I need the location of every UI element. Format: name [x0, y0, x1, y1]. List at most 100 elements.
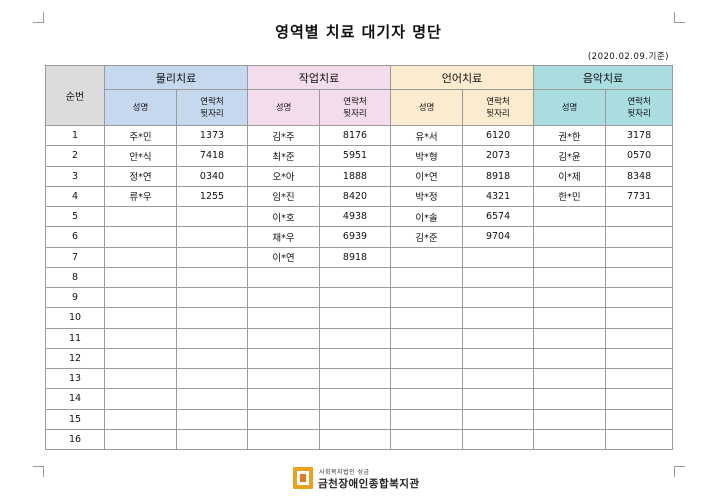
patient-name-cell — [247, 367, 321, 390]
phone-last-digits-cell — [175, 428, 249, 451]
subheader-name: 성명 — [390, 89, 464, 126]
waitlist-table: 순번 물리치료 작업치료 언어치료 음악치료 성명 연락처 뒷자리 성명 연락처 뒷… — [45, 65, 674, 451]
phone-last-digits-cell — [605, 286, 674, 309]
crop-mark-top-left — [33, 12, 44, 23]
phone-last-digits-cell — [605, 205, 674, 228]
table-row: 8 — [45, 266, 674, 289]
patient-name-cell — [104, 226, 177, 248]
patient-name-cell — [247, 266, 321, 289]
table-row: 3 정*연 0340 오*아 1888 이*연 8918 이*제 8348 — [45, 165, 674, 187]
phone-last-digits-cell — [175, 286, 249, 309]
table-row: 7 이*연 8918 — [45, 246, 674, 268]
patient-name-cell — [390, 327, 464, 349]
patient-name-cell: 김*주 — [247, 124, 321, 147]
patient-name-cell — [533, 266, 607, 289]
phone-last-digits-cell — [319, 428, 392, 451]
phone-last-digits-cell — [319, 327, 392, 349]
subheader-row: 성명 연락처 뒷자리 성명 연락처 뒷자리 성명 연락처 뒷자리 성명 연락처 뒷자리 — [46, 89, 674, 126]
phone-last-digits-cell — [319, 347, 392, 370]
phone-last-digits-cell — [462, 388, 535, 410]
patient-name-cell — [104, 388, 177, 410]
phone-last-digits-cell: 1255 — [175, 185, 249, 208]
phone-last-digits-cell — [175, 246, 249, 268]
phone-last-digits-cell: 1888 — [319, 165, 392, 187]
patient-name-cell: 박*형 — [390, 145, 464, 167]
patient-name-cell: 오*아 — [247, 165, 321, 187]
phone-last-digits-cell — [605, 307, 674, 329]
phone-last-digits-cell — [175, 367, 249, 390]
phone-last-digits-cell — [175, 226, 249, 248]
phone-last-digits-cell — [319, 266, 392, 289]
subheader-name: 성명 — [104, 89, 177, 126]
patient-name-cell — [104, 286, 177, 309]
phone-last-digits-cell — [605, 428, 674, 451]
phone-last-digits-cell — [605, 408, 674, 430]
phone-last-digits-cell: 7418 — [175, 145, 249, 167]
logo-organization-name: 금천장애인종합복지관 — [318, 478, 420, 490]
category-header-physical-therapy: 물리치료 — [103, 65, 249, 90]
patient-name-cell — [390, 388, 464, 410]
patient-name-cell: 한*민 — [533, 185, 607, 208]
patient-name-cell: 유*서 — [390, 124, 464, 147]
logo-subtitle: 사회복지법인 성금 — [319, 469, 370, 476]
patient-name-cell — [390, 408, 464, 430]
patient-name-cell — [104, 428, 177, 451]
row-number: 6 — [45, 226, 105, 248]
row-number: 8 — [45, 266, 105, 289]
row-number: 9 — [45, 286, 105, 309]
patient-name-cell — [104, 205, 177, 228]
phone-last-digits-cell: 9704 — [462, 226, 535, 248]
patient-name-cell — [533, 408, 607, 430]
patient-name-cell — [390, 367, 464, 390]
row-number: 3 — [45, 165, 105, 187]
subheader-name: 성명 — [247, 89, 321, 126]
patient-name-cell — [247, 388, 321, 410]
category-header-occupational-therapy: 작업치료 — [247, 65, 392, 90]
phone-last-digits-cell: 8176 — [319, 124, 392, 147]
row-number: 15 — [45, 408, 105, 430]
category-header-row: 순번 물리치료 작업치료 언어치료 음악치료 — [45, 65, 674, 126]
phone-last-digits-cell: 8348 — [605, 165, 674, 187]
patient-name-cell: 정*연 — [104, 165, 177, 187]
phone-last-digits-cell: 8918 — [462, 165, 535, 187]
patient-name-cell — [247, 327, 321, 349]
phone-last-digits-cell — [605, 327, 674, 349]
phone-last-digits-cell: 4321 — [462, 185, 535, 208]
patient-name-cell: 김*윤 — [533, 145, 607, 167]
number-column-header: 순번 — [45, 65, 105, 126]
phone-last-digits-cell — [605, 226, 674, 248]
patient-name-cell — [104, 327, 177, 349]
phone-last-digits-cell — [462, 307, 535, 329]
patient-name-cell — [533, 347, 607, 370]
phone-last-digits-cell — [462, 266, 535, 289]
row-number: 16 — [45, 428, 105, 451]
patient-name-cell: 류*우 — [104, 185, 177, 208]
patient-name-cell — [533, 205, 607, 228]
table-row: 14 — [45, 388, 674, 410]
patient-name-cell — [247, 347, 321, 370]
row-number: 11 — [45, 327, 105, 349]
waitlist-table-body: 1 주*민 1373 김*주 8176 유*서 6120 권*한 3178 2 안*식 7418 최*준… — [45, 124, 674, 451]
row-number: 1 — [45, 124, 105, 147]
phone-last-digits-cell — [462, 286, 535, 309]
patient-name-cell — [104, 367, 177, 390]
table-row: 11 — [45, 327, 674, 349]
patient-name-cell — [247, 286, 321, 309]
patient-name-cell — [104, 408, 177, 430]
table-row: 4 류*우 1255 임*진 8420 박*정 4321 한*민 7731 — [45, 185, 674, 208]
patient-name-cell — [533, 428, 607, 451]
phone-last-digits-cell — [175, 327, 249, 349]
patient-name-cell: 주*민 — [104, 124, 177, 147]
table-row: 15 — [45, 408, 674, 430]
phone-last-digits-cell: 7731 — [605, 185, 674, 208]
patient-name-cell: 이*연 — [390, 165, 464, 187]
subheader-phone-last-digits: 연락처 뒷자리 — [175, 89, 249, 126]
phone-last-digits-cell — [175, 205, 249, 228]
patient-name-cell: 채*우 — [247, 226, 321, 248]
row-number: 10 — [45, 307, 105, 329]
patient-name-cell — [533, 246, 607, 268]
phone-last-digits-cell — [319, 388, 392, 410]
document-title: 영역별 치료 대기자 명단 — [275, 23, 442, 41]
welfare-center-logo-icon — [293, 467, 313, 489]
phone-last-digits-cell: 2073 — [462, 145, 535, 167]
